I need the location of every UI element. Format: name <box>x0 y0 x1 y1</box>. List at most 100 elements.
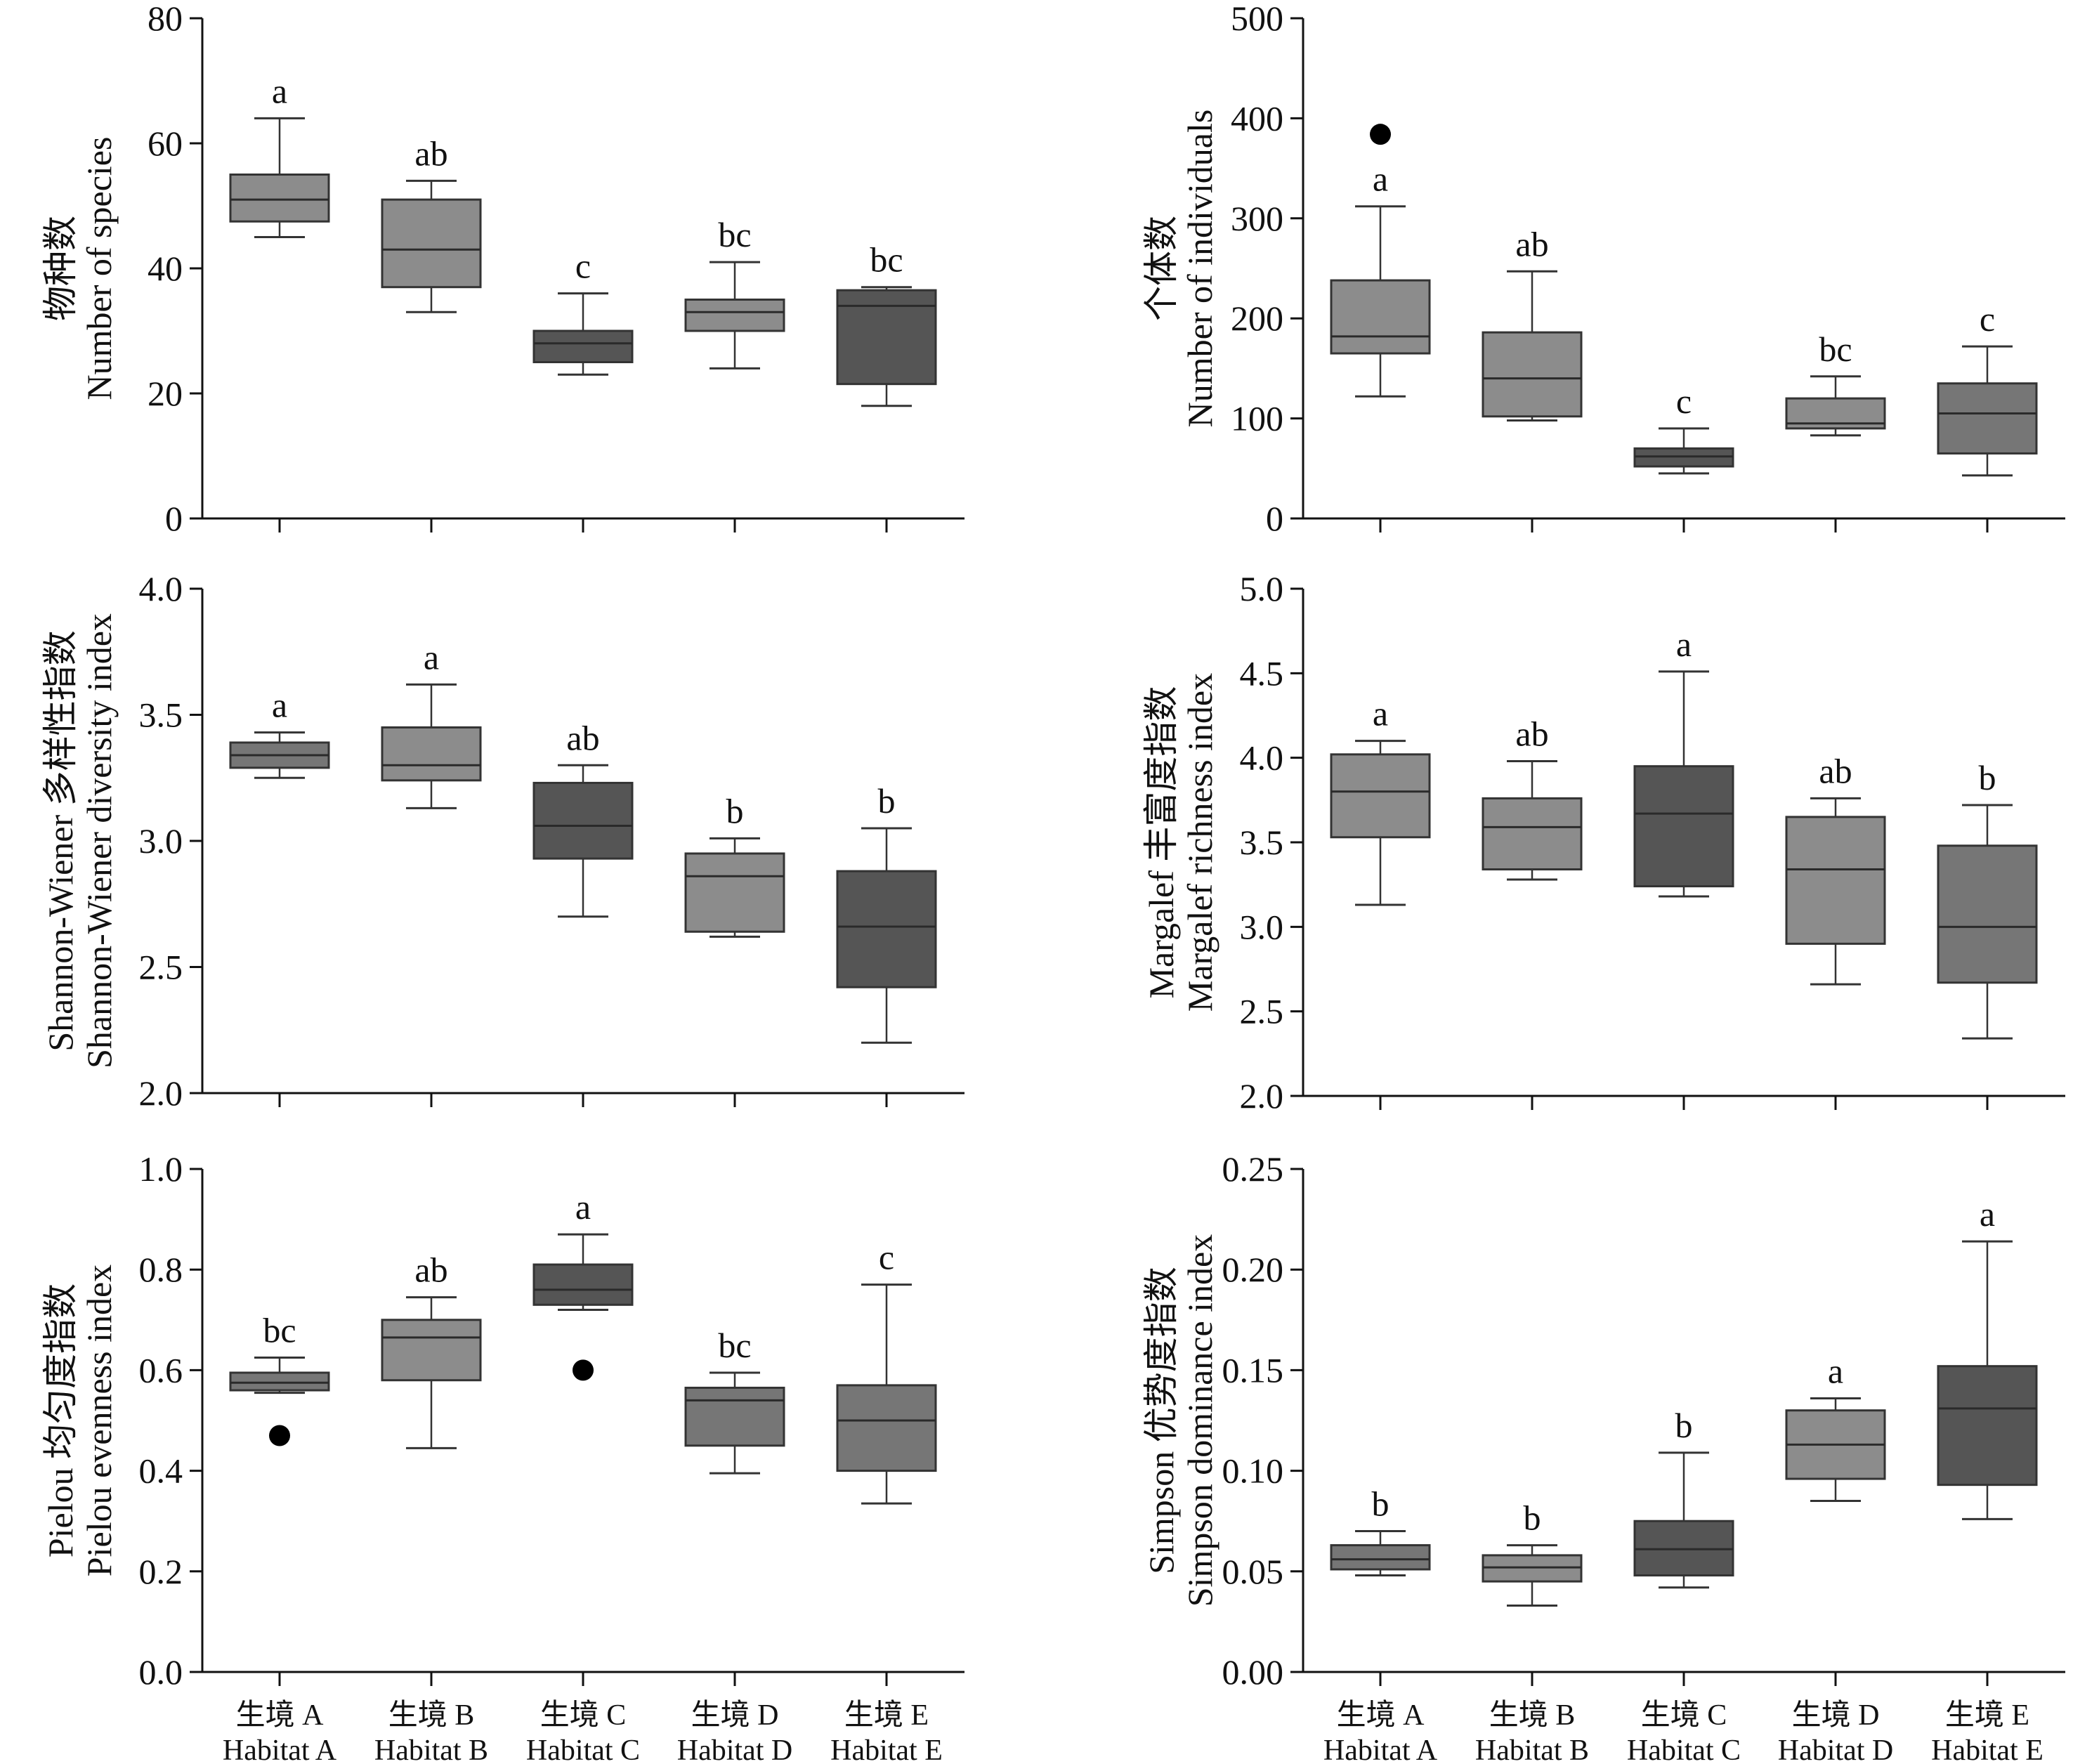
iqr-box <box>381 726 482 782</box>
significance-letter: ab <box>1819 751 1852 790</box>
x-tick-label-en: Habitat D <box>677 1734 792 1764</box>
y-axis-title-line-1: Margalef 丰富度指数 <box>1142 686 1181 999</box>
box-habitat-d: ab <box>1785 751 1886 1110</box>
significance-letter: b <box>726 791 744 830</box>
y-tick-label: 0.8 <box>139 1250 183 1289</box>
significance-letter: a <box>1828 1351 1843 1390</box>
y-tick-label: 3.0 <box>1240 907 1284 946</box>
significance-letter: c <box>1980 299 1995 339</box>
box-habitat-d: a <box>1785 1351 1886 1686</box>
y-tick-label: 1.0 <box>139 1149 183 1189</box>
outlier-point <box>573 1359 594 1381</box>
x-tick-label-cn: 生境 A <box>236 1699 325 1732</box>
y-axis-title-line-2: Pielou evenness index <box>79 1265 119 1576</box>
significance-letter: bc <box>718 1326 751 1365</box>
y-tick-label: 5.0 <box>1240 569 1284 608</box>
panel-4: 2.0 2.5 3.0 3.5 4.0 4.5 5.0 Margalef 丰富度指数 Marga… <box>1142 569 2065 1116</box>
y-tick-label: 20 <box>148 374 183 413</box>
iqr-box <box>1482 797 1583 871</box>
significance-letter: a <box>272 71 287 110</box>
panel-2: 0 100 200 300 400 500 个体数 Number of individuals… <box>1142 0 2065 538</box>
box-habitat-d: b <box>684 791 785 1107</box>
box-habitat-c: a <box>1633 625 1734 1110</box>
iqr-box <box>1937 382 2038 455</box>
iqr-box <box>684 299 785 332</box>
panel-5: 0.0 0.2 0.4 0.6 0.8 1.0 Pielou 均匀度指数 Pielou eve… <box>41 1149 964 1764</box>
significance-letter: b <box>1979 758 1996 797</box>
box-habitat-a: b <box>1330 1484 1431 1686</box>
iqr-box <box>1937 1365 2038 1487</box>
box-habitat-d: bc <box>684 1326 785 1686</box>
y-tick-label: 300 <box>1231 199 1283 238</box>
box-habitat-a: a <box>1330 124 1431 533</box>
significance-letter: a <box>575 1187 591 1227</box>
panel-1: 0 20 40 60 80 物种数 Number of species a ab c bc bc <box>41 0 964 538</box>
x-tick-label-en: Habitat E <box>830 1734 943 1764</box>
box-habitat-c: a <box>532 1187 634 1686</box>
significance-letter: bc <box>718 215 751 254</box>
x-tick-label-en: Habitat E <box>1931 1734 2043 1764</box>
y-tick-label: 0.10 <box>1222 1451 1284 1491</box>
y-axis-title-line-1: Shannon-Wiener 多样性指数 <box>41 630 80 1051</box>
box-habitat-b: b <box>1482 1498 1583 1686</box>
x-tick-label-cn: 生境 A <box>1337 1699 1425 1732</box>
x-tick-label-en: Habitat C <box>526 1734 640 1764</box>
y-tick-label: 0.00 <box>1222 1652 1284 1692</box>
outlier-point <box>269 1425 290 1446</box>
y-tick-label: 80 <box>148 0 183 38</box>
outlier-point <box>1370 124 1391 145</box>
y-tick-label: 2.0 <box>1240 1076 1284 1116</box>
box-habitat-d: bc <box>684 215 785 533</box>
box-habitat-c: ab <box>532 718 634 1107</box>
y-tick-label: 0.0 <box>139 1652 183 1692</box>
box-habitat-b: ab <box>1482 714 1583 1110</box>
y-tick-label: 4.0 <box>1240 738 1284 778</box>
iqr-box <box>684 852 785 933</box>
box-habitat-a: bc <box>229 1311 330 1686</box>
x-tick-label-cn: 生境 E <box>844 1699 929 1732</box>
significance-letter: b <box>1675 1406 1693 1445</box>
box-habitat-a: a <box>229 71 330 533</box>
box-habitat-b: ab <box>1482 224 1583 533</box>
x-tick-label-en: Habitat D <box>1778 1734 1893 1764</box>
box-habitat-e: bc <box>836 240 937 533</box>
iqr-box <box>1482 331 1583 418</box>
x-tick-label-cn: 生境 E <box>1945 1699 2029 1732</box>
iqr-box <box>1330 1544 1431 1571</box>
box-habitat-b: a <box>381 637 482 1107</box>
significance-letter: a <box>1980 1194 1995 1234</box>
x-tick-label-cn: 生境 B <box>388 1699 475 1732</box>
y-axis-title-line-2: Simpson dominance index <box>1180 1234 1219 1607</box>
significance-letter: c <box>575 247 591 286</box>
y-tick-label: 3.5 <box>139 695 183 735</box>
y-tick-label: 0.05 <box>1222 1552 1284 1591</box>
y-tick-label: 2.5 <box>139 948 183 987</box>
y-tick-label: 0.2 <box>139 1552 183 1591</box>
x-tick-label-cn: 生境 B <box>1489 1699 1576 1732</box>
iqr-box <box>1330 279 1431 355</box>
x-tick-label-cn: 生境 C <box>1641 1699 1727 1732</box>
iqr-box <box>532 1263 634 1306</box>
y-tick-label: 500 <box>1231 0 1283 38</box>
box-habitat-e: c <box>1937 299 2038 533</box>
x-tick-label-en: Habitat B <box>1475 1734 1589 1764</box>
box-habitat-a: a <box>1330 694 1431 1110</box>
significance-letter: a <box>424 637 439 677</box>
y-axis-title-line-2: Margalef richness index <box>1180 673 1219 1012</box>
y-tick-label: 200 <box>1231 299 1283 338</box>
iqr-box <box>1633 765 1734 888</box>
y-tick-label: 4.5 <box>1240 653 1284 693</box>
significance-letter: bc <box>1819 329 1852 369</box>
significance-letter: b <box>878 781 896 821</box>
significance-letter: bc <box>263 1311 296 1350</box>
significance-letter: a <box>1373 159 1388 199</box>
y-axis-title-line-2: Number of individuals <box>1180 110 1219 428</box>
y-axis-title-line-1: 物种数 <box>41 216 80 321</box>
iqr-box <box>1330 753 1431 839</box>
significance-letter: b <box>1372 1484 1389 1524</box>
box-habitat-d: bc <box>1785 329 1886 533</box>
y-tick-label: 3.5 <box>1240 823 1284 862</box>
y-tick-label: 60 <box>148 124 183 163</box>
x-tick-label-en: Habitat C <box>1627 1734 1741 1764</box>
y-axis-title-line-2: Shannon-Wiener diversity index <box>79 613 119 1069</box>
